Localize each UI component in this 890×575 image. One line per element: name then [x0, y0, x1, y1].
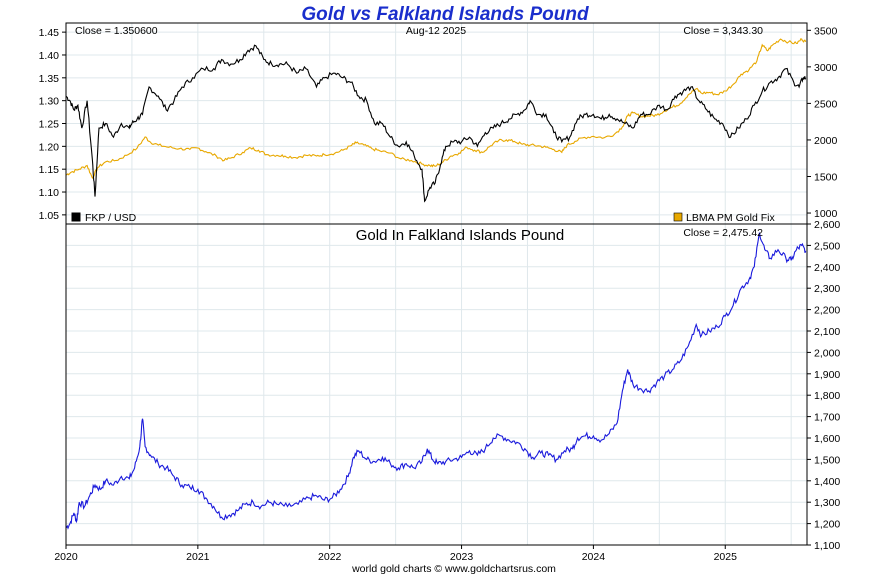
bottom-right-tick-label: 2,600: [814, 219, 840, 231]
bottom-right-axis: 1,100 1,200 1,300 1,400 1,500 1,600 1,700 1,800…: [807, 219, 840, 552]
chart-title: Gold vs Falkland Islands Pound: [301, 4, 589, 25]
top-left-tick-label: 1.25: [39, 119, 60, 131]
top-left-tick-label: 1.05: [39, 210, 60, 222]
x-tick-label: 2021: [186, 551, 210, 563]
top-left-tick-label: 1.30: [39, 96, 60, 108]
top-left-tick-label: 1.20: [39, 141, 60, 153]
bottom-right-tick-label: 1,200: [814, 519, 840, 531]
top-panel-series: [65, 38, 807, 203]
top-right-tick-label: 3500: [814, 25, 838, 37]
fkp-legend-label: FKP / USD: [85, 212, 137, 224]
bottom-right-tick-label: 2,200: [814, 305, 840, 317]
fkp-close-label: Close = 1.350600: [75, 25, 158, 37]
bottom-right-tick-label: 1,100: [814, 540, 840, 552]
gold-usd-close-label: Close = 3,343.30: [683, 25, 763, 37]
top-left-axis: 1.05 1.10 1.15 1.20 1.25 1.30 1.35 1.40 1.45: [39, 27, 66, 222]
top-right-tick-label: 1000: [814, 208, 838, 220]
top-panel-grid: [65, 23, 807, 224]
bottom-right-tick-label: 1,400: [814, 476, 840, 488]
top-right-tick-label: 1500: [814, 171, 838, 183]
date-label: Aug-12 2025: [406, 25, 466, 37]
bottom-panel-frame: [65, 223, 808, 546]
x-tick-label: 2023: [450, 551, 474, 563]
gold-usd-legend-swatch: [673, 212, 683, 222]
bottom-right-tick-label: 1,900: [814, 369, 840, 381]
gold-fkp-close-label: Close = 2,475.42: [683, 227, 763, 239]
bottom-right-tick-label: 2,500: [814, 240, 840, 252]
bottom-right-tick-label: 1,800: [814, 390, 840, 402]
gold-usd-legend-label: LBMA PM Gold Fix: [686, 212, 775, 224]
bottom-right-tick-label: 1,700: [814, 412, 840, 424]
top-right-tick-label: 3000: [814, 62, 838, 74]
bottom-right-tick-label: 2,000: [814, 347, 840, 359]
bottom-right-tick-label: 1,300: [814, 497, 840, 509]
top-right-axis: 1000 1500 2000 2500 3000 3500: [807, 25, 838, 220]
fkp-usd-series-line: [65, 44, 807, 203]
top-right-tick-label: 2500: [814, 98, 838, 110]
bottom-right-tick-label: 2,100: [814, 326, 840, 338]
gold-fkp-series-line: [65, 232, 807, 530]
top-right-tick-label: 2000: [814, 135, 838, 147]
top-left-tick-label: 1.40: [39, 50, 60, 62]
top-left-tick-label: 1.10: [39, 187, 60, 199]
top-left-tick-label: 1.35: [39, 73, 60, 85]
fkp-legend-swatch: [71, 212, 81, 222]
bottom-right-tick-label: 2,300: [814, 283, 840, 295]
gold-usd-series-line: [65, 38, 807, 179]
bottom-right-tick-label: 1,500: [814, 454, 840, 466]
bottom-right-tick-label: 1,600: [814, 433, 840, 445]
footer-credit: world gold charts © www.goldchartsrus.co…: [351, 563, 556, 575]
x-tick-label: 2024: [582, 551, 606, 563]
bottom-panel-title: Gold In Falkland Islands Pound: [356, 227, 564, 244]
top-left-tick-label: 1.15: [39, 164, 60, 176]
x-tick-label: 2022: [318, 551, 342, 563]
x-tick-label: 2025: [714, 551, 738, 563]
bottom-right-tick-label: 2,400: [814, 262, 840, 274]
top-left-tick-label: 1.45: [39, 27, 60, 39]
bottom-panel-series: [65, 232, 807, 530]
x-axis: 2020 2021 2022 2023 2024 2025: [54, 545, 737, 563]
x-tick-label: 2020: [54, 551, 78, 563]
